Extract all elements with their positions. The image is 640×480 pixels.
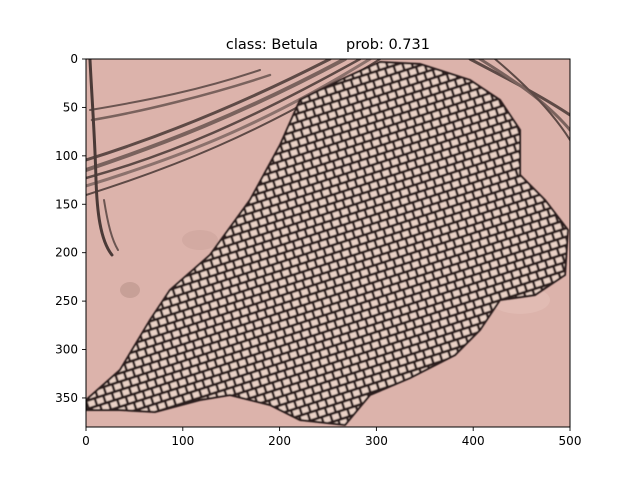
y-tick-label: 0 xyxy=(70,52,78,66)
x-tick-label: 500 xyxy=(559,434,582,448)
axes-frame xyxy=(85,58,571,428)
fiber-strands xyxy=(86,59,570,257)
y-tick-label: 250 xyxy=(55,294,78,308)
y-tick-label: 50 xyxy=(63,100,78,114)
y-tick-label: 300 xyxy=(55,343,78,357)
y-tick-label: 350 xyxy=(55,391,78,405)
plot-title-prob: prob: 0.731 xyxy=(346,37,430,53)
x-tick-label: 300 xyxy=(365,434,388,448)
tissue-fragment xyxy=(86,60,570,427)
y-tick-label: 100 xyxy=(55,149,78,163)
x-axis: 0 100 200 300 400 500 xyxy=(82,427,581,448)
micrograph-image xyxy=(86,59,570,427)
x-tick-label: 100 xyxy=(171,434,194,448)
x-tick-label: 0 xyxy=(82,434,90,448)
y-tick-label: 200 xyxy=(55,246,78,260)
x-tick-label: 400 xyxy=(462,434,485,448)
y-tick-label: 150 xyxy=(55,197,78,211)
x-tick-label: 200 xyxy=(268,434,291,448)
y-axis: 0 50 100 150 200 250 300 350 xyxy=(55,52,86,405)
plot-title-class: class: Betula xyxy=(226,37,318,53)
